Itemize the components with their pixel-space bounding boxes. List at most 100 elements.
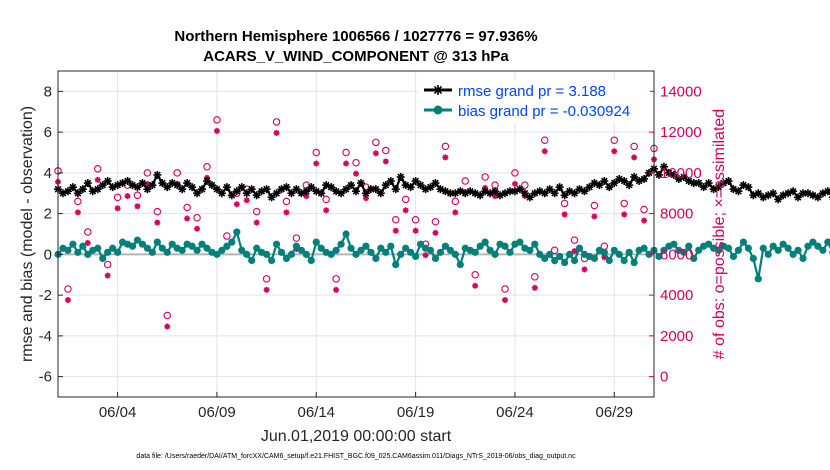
bias-point (481, 238, 489, 246)
star-stroke (307, 183, 315, 191)
bias-point (685, 242, 693, 250)
bias-point (705, 240, 713, 248)
bias-point (332, 246, 340, 254)
bias-point (724, 244, 733, 252)
star-stroke (615, 175, 623, 183)
obs-assimilated-marker (323, 207, 330, 214)
star-stroke (630, 173, 638, 181)
obs-assimilated-marker (263, 286, 270, 293)
star-stroke (383, 158, 389, 165)
obs-possible-marker (531, 273, 539, 281)
bias-point (789, 250, 797, 258)
star-stroke (744, 183, 752, 191)
star-stroke (611, 148, 617, 154)
bias-point (223, 242, 231, 250)
star-stroke (208, 181, 216, 189)
star-stroke (670, 171, 678, 179)
bias-point (471, 248, 479, 256)
rmse-point (620, 177, 629, 186)
bias-point (372, 254, 380, 263)
star-stroke (223, 183, 231, 191)
obs-assimilated-marker (94, 176, 101, 183)
rmse-point (356, 179, 365, 188)
rmse-point (734, 187, 743, 196)
star-stroke (690, 179, 698, 187)
star-stroke (397, 173, 405, 181)
bias-point (824, 238, 830, 246)
star-stroke (521, 189, 529, 197)
bias-point (759, 244, 767, 252)
bias-point (168, 240, 176, 248)
obs-assimilated-marker (124, 193, 131, 200)
bias-point (213, 250, 221, 258)
bias-point (536, 250, 544, 258)
bias-point (531, 240, 539, 248)
bias-point (253, 244, 261, 252)
obs-possible-marker (173, 169, 181, 177)
rmse-point (386, 177, 395, 186)
star-stroke (809, 191, 817, 199)
bias-point (660, 246, 668, 254)
rmse-point (232, 187, 241, 196)
rmse-point (282, 183, 291, 192)
obs-assimilated-marker (313, 160, 320, 167)
obs-possible-marker (113, 193, 122, 202)
obs-assimilated-marker (641, 217, 648, 224)
obs-possible-marker (511, 169, 519, 177)
y-left-tick-label: 0 (44, 246, 52, 263)
bias-point (610, 246, 618, 254)
obs-possible-marker (540, 136, 549, 145)
y-right-tick-label: 12000 (660, 124, 702, 141)
obs-assimilated-marker (442, 154, 449, 161)
obs-assimilated-marker (184, 215, 191, 222)
star-stroke (695, 179, 703, 187)
bias-point (799, 254, 807, 263)
bias-point (814, 242, 822, 250)
rmse-point (406, 183, 415, 192)
star-stroke (303, 193, 310, 199)
rmse-point (789, 187, 798, 196)
obs-assimilated-marker (392, 227, 399, 234)
obs-assimilated-marker (253, 219, 260, 226)
star-stroke (452, 209, 459, 216)
star-stroke (84, 179, 92, 187)
bias-point (561, 258, 569, 267)
obs-assimilated-marker (571, 248, 578, 255)
rmse-point (550, 189, 559, 198)
bias-point (590, 254, 599, 263)
star-stroke (198, 185, 206, 193)
rmse-point (138, 179, 147, 188)
star-stroke (620, 177, 628, 185)
obs-possible-marker (213, 116, 221, 124)
bias-point (238, 246, 246, 254)
star-stroke (85, 240, 91, 246)
star-stroke (556, 183, 564, 191)
rmse-point (78, 185, 87, 194)
star-stroke (347, 181, 355, 189)
star-stroke (293, 185, 300, 193)
bias-point (312, 238, 320, 246)
bias-point (436, 248, 445, 256)
bias-point (456, 260, 464, 269)
obs-assimilated-marker (84, 239, 91, 246)
star-stroke (437, 185, 444, 193)
obs-possible-marker (74, 197, 82, 206)
obs-possible-marker (103, 260, 112, 269)
y-left-tick-label: 8 (44, 83, 52, 100)
plot-background (58, 71, 654, 397)
y-right-tick-label: 0 (660, 369, 668, 386)
bias-series (54, 228, 830, 283)
obs-possible-marker (451, 197, 460, 206)
bias-point (441, 242, 449, 250)
obs-assimilated-marker (362, 195, 369, 202)
bias-point (516, 238, 524, 246)
star-stroke (188, 183, 196, 191)
bias-point (809, 238, 817, 246)
chart-title-line1: Northern Hemisphere 1006566 / 1027776 = … (174, 28, 537, 45)
bias-point (491, 250, 499, 258)
obs-assimilated-marker (283, 209, 290, 216)
bias-point (352, 250, 360, 258)
rmse-point (83, 179, 92, 188)
bias-point (377, 244, 385, 252)
star-stroke (566, 187, 573, 195)
